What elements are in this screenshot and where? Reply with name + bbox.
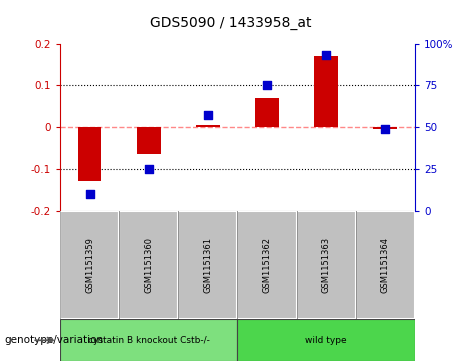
Bar — [314, 56, 338, 127]
Text: wild type: wild type — [305, 336, 347, 345]
Point — [382, 126, 389, 132]
Bar — [255, 98, 279, 127]
Text: GSM1151362: GSM1151362 — [262, 237, 272, 293]
Point — [86, 191, 93, 197]
Text: GSM1151359: GSM1151359 — [85, 237, 94, 293]
Text: GSM1151363: GSM1151363 — [322, 237, 331, 293]
Point — [145, 166, 152, 172]
Text: genotype/variation: genotype/variation — [5, 335, 104, 345]
Bar — [137, 127, 160, 154]
Text: cystatin B knockout Cstb-/-: cystatin B knockout Cstb-/- — [88, 336, 210, 345]
Bar — [296, 211, 356, 319]
Point — [263, 82, 271, 88]
Text: GSM1151364: GSM1151364 — [381, 237, 390, 293]
Bar — [60, 211, 119, 319]
Bar — [373, 127, 397, 129]
Text: GDS5090 / 1433958_at: GDS5090 / 1433958_at — [150, 16, 311, 30]
Bar — [356, 211, 415, 319]
Bar — [60, 319, 237, 361]
Text: GSM1151361: GSM1151361 — [203, 237, 213, 293]
Bar — [196, 125, 219, 127]
Bar — [237, 319, 415, 361]
Bar — [178, 211, 237, 319]
Point — [204, 113, 212, 118]
Point — [322, 52, 330, 58]
Bar — [237, 211, 296, 319]
Text: GSM1151360: GSM1151360 — [144, 237, 153, 293]
Bar — [119, 211, 178, 319]
Bar — [77, 127, 101, 182]
